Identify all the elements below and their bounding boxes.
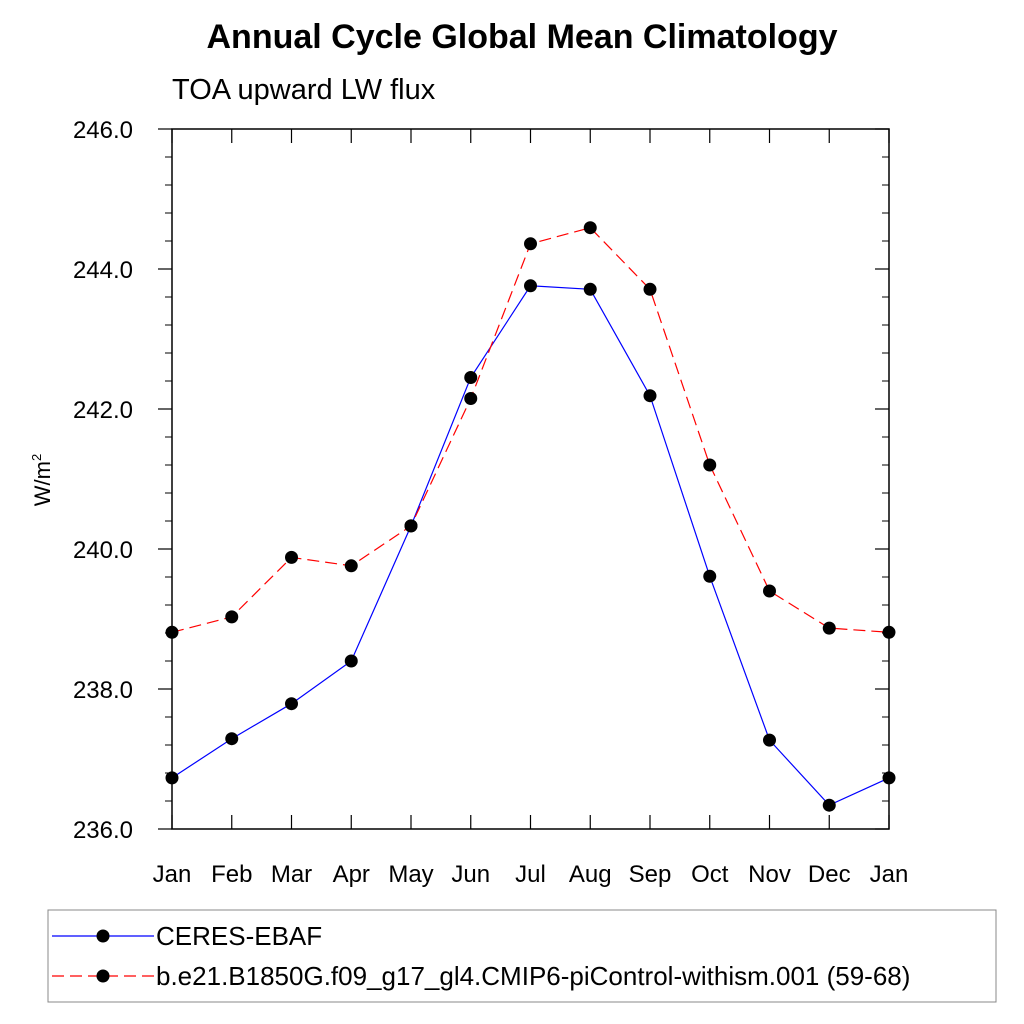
y-axis-label-text: W/m bbox=[30, 461, 55, 506]
y-tick-label: 240.0 bbox=[73, 537, 133, 564]
data-point bbox=[404, 519, 418, 533]
data-point bbox=[344, 654, 358, 668]
x-tick-label: Sep bbox=[629, 861, 672, 888]
x-tick-label: Oct bbox=[691, 861, 729, 888]
data-point bbox=[524, 279, 537, 293]
legend-marker bbox=[96, 969, 110, 983]
x-tick-label: May bbox=[388, 861, 433, 888]
y-tick-label: 242.0 bbox=[73, 397, 133, 424]
data-point bbox=[643, 389, 657, 403]
chart-title: Annual Cycle Global Mean Climatology bbox=[207, 18, 838, 56]
data-point bbox=[165, 771, 179, 785]
x-tick-label: Mar bbox=[271, 861, 312, 888]
x-tick-label: Dec bbox=[808, 861, 851, 888]
y-axis-label: W/m2 bbox=[29, 454, 55, 506]
legend-label: b.e21.B1850G.f09_g17_gl4.CMIP6-piControl… bbox=[156, 961, 910, 991]
data-point bbox=[822, 621, 836, 635]
data-point bbox=[464, 371, 478, 384]
legend: CERES-EBAF b.e21.B1850G.f09_g17_gl4.CMIP6… bbox=[52, 921, 910, 991]
x-tick-label: Apr bbox=[333, 861, 370, 888]
x-axis: Jan Feb Mar Apr May Jun Jul Aug Sep Oct Nov Dec Jan bbox=[153, 129, 909, 888]
data-point bbox=[763, 584, 776, 598]
legend-item-1: CERES-EBAF bbox=[52, 921, 322, 951]
legend-item-2: b.e21.B1850G.f09_g17_gl4.CMIP6-piControl… bbox=[52, 961, 910, 991]
y-tick-label: 244.0 bbox=[73, 257, 133, 284]
data-point bbox=[763, 733, 776, 747]
y-axis-label-superscript: 2 bbox=[29, 454, 44, 461]
data-point bbox=[524, 237, 537, 251]
x-tick-label: Jul bbox=[515, 861, 546, 888]
data-point bbox=[344, 559, 358, 573]
x-tick-label: Aug bbox=[569, 861, 612, 888]
data-point bbox=[822, 798, 836, 812]
data-point bbox=[285, 550, 298, 564]
data-point bbox=[703, 458, 717, 472]
x-tick-label: Jan bbox=[870, 861, 909, 888]
data-point bbox=[285, 697, 298, 711]
y-axis: 236.0 238.0 240.0 242.0 244.0 246.0 bbox=[73, 117, 889, 844]
y-minor-ticks bbox=[165, 156, 889, 802]
y-tick-label: 236.0 bbox=[73, 817, 133, 844]
plot-frame bbox=[171, 128, 890, 830]
y-tick-label: 238.0 bbox=[73, 677, 133, 704]
data-point bbox=[882, 625, 896, 639]
legend-label: CERES-EBAF bbox=[156, 921, 322, 951]
y-tick-label: 246.0 bbox=[73, 117, 133, 144]
data-point bbox=[225, 732, 239, 746]
series-group bbox=[165, 221, 896, 812]
series-1 bbox=[165, 279, 896, 812]
legend-box bbox=[47, 909, 997, 1003]
legend-marker bbox=[96, 929, 110, 943]
series-line bbox=[171, 285, 890, 806]
series-2 bbox=[165, 221, 896, 639]
x-tick-label: Jan bbox=[153, 861, 192, 888]
data-point bbox=[703, 569, 717, 583]
data-point bbox=[464, 392, 478, 405]
data-point bbox=[882, 771, 896, 785]
data-point bbox=[165, 625, 179, 639]
data-point bbox=[225, 610, 239, 624]
x-tick-label: Jun bbox=[451, 861, 490, 888]
x-tick-label: Nov bbox=[748, 861, 791, 888]
data-point bbox=[643, 282, 657, 296]
data-point bbox=[583, 221, 597, 235]
chart-subtitle: TOA upward LW flux bbox=[172, 74, 436, 106]
data-point bbox=[583, 282, 597, 296]
x-tick-label: Feb bbox=[211, 861, 252, 888]
